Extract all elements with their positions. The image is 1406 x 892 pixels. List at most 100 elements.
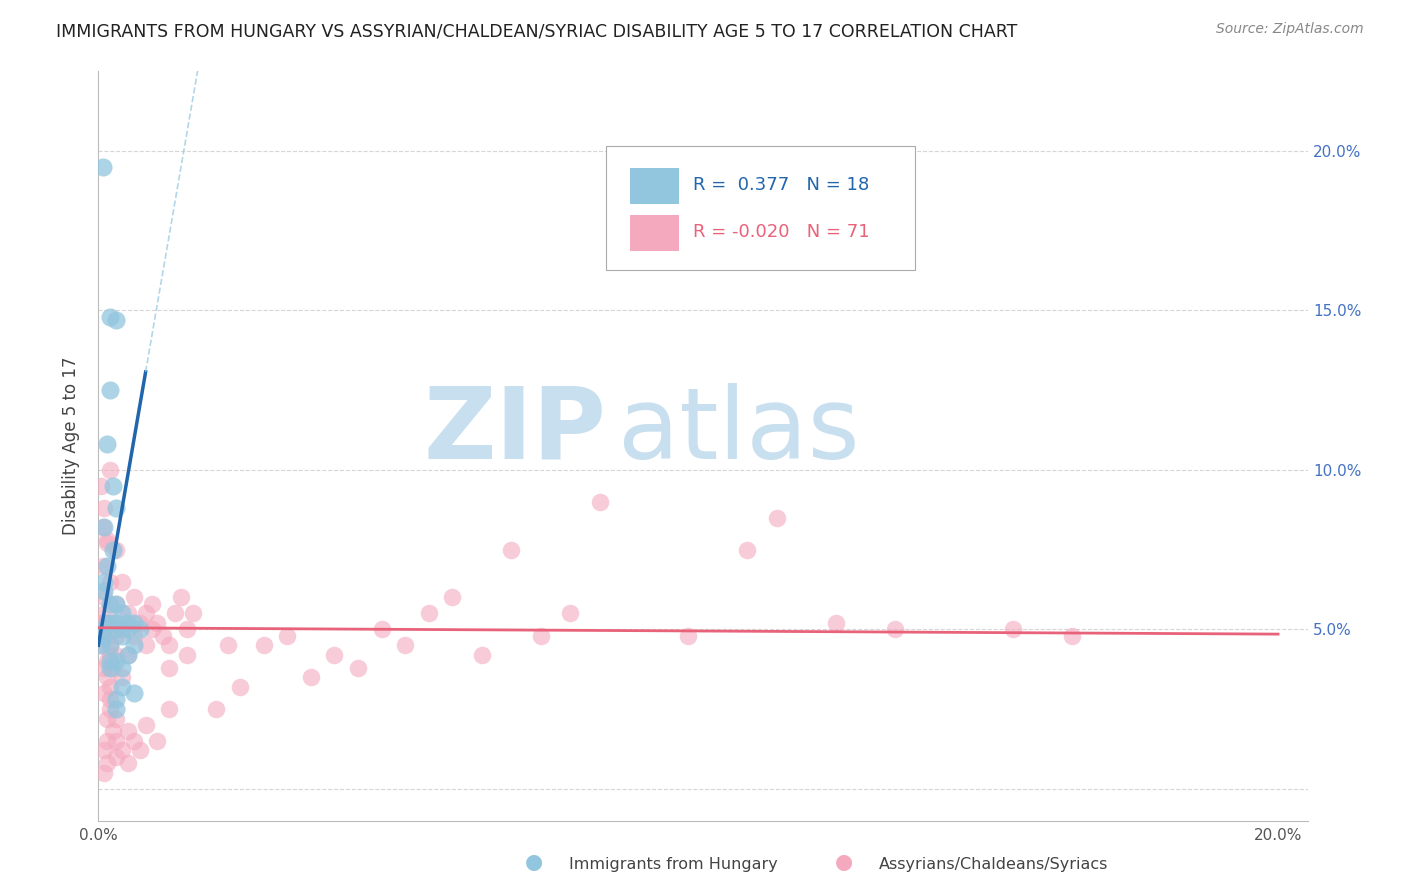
Point xyxy=(98,638,121,652)
Point xyxy=(111,670,134,684)
Point xyxy=(105,734,128,748)
Point xyxy=(765,510,787,524)
Point xyxy=(170,591,193,605)
Point xyxy=(98,574,121,589)
Point xyxy=(90,638,112,652)
Point xyxy=(501,542,523,557)
Point xyxy=(128,743,150,757)
Point xyxy=(146,734,169,748)
Point xyxy=(101,660,124,674)
Point xyxy=(98,383,121,397)
Point xyxy=(90,479,112,493)
Point xyxy=(141,623,163,637)
Point xyxy=(176,623,198,637)
Point xyxy=(96,654,118,668)
Point xyxy=(276,629,298,643)
Point xyxy=(181,607,204,621)
Point xyxy=(98,680,121,694)
Point xyxy=(560,607,582,621)
Point xyxy=(530,629,553,643)
Point xyxy=(93,743,115,757)
Point xyxy=(90,615,112,630)
Point xyxy=(105,692,128,706)
Point xyxy=(117,623,139,637)
Text: Immigrants from Hungary: Immigrants from Hungary xyxy=(569,857,778,872)
FancyBboxPatch shape xyxy=(630,168,679,204)
Point xyxy=(91,520,114,534)
Point xyxy=(122,686,145,700)
Point xyxy=(96,670,118,684)
Point xyxy=(93,501,115,516)
Point xyxy=(90,629,112,643)
Point xyxy=(98,654,121,668)
Point xyxy=(111,629,134,643)
Point xyxy=(105,623,128,637)
Point xyxy=(94,607,117,621)
Point xyxy=(152,629,174,643)
Point xyxy=(117,724,139,739)
Point xyxy=(98,623,121,637)
Point xyxy=(157,638,180,652)
Point xyxy=(111,607,134,621)
Point xyxy=(122,734,145,748)
Point xyxy=(217,638,239,652)
Point xyxy=(229,680,252,694)
Y-axis label: Disability Age 5 to 17: Disability Age 5 to 17 xyxy=(62,357,80,535)
Point xyxy=(96,615,118,630)
Point xyxy=(824,615,846,630)
Point xyxy=(93,660,115,674)
Point xyxy=(101,724,124,739)
Point xyxy=(146,615,169,630)
Point xyxy=(101,479,124,493)
Point xyxy=(122,615,145,630)
Point xyxy=(91,629,114,643)
Point xyxy=(93,591,115,605)
Point xyxy=(91,160,114,174)
Point xyxy=(735,542,758,557)
Point xyxy=(323,648,346,662)
Point xyxy=(96,756,118,771)
Point xyxy=(105,542,128,557)
Point xyxy=(122,638,145,652)
Point xyxy=(105,750,128,764)
Point xyxy=(157,660,180,674)
Point xyxy=(98,660,121,674)
Point xyxy=(98,692,121,706)
Point xyxy=(122,591,145,605)
Point xyxy=(135,718,157,732)
Point xyxy=(111,623,134,637)
Point xyxy=(347,660,370,674)
Point xyxy=(176,648,198,662)
Point xyxy=(370,623,392,637)
Text: ●: ● xyxy=(835,853,852,872)
Text: R =  0.377   N = 18: R = 0.377 N = 18 xyxy=(693,177,869,194)
FancyBboxPatch shape xyxy=(606,146,915,270)
Point xyxy=(93,520,115,534)
Text: ZIP: ZIP xyxy=(423,383,606,480)
Point xyxy=(883,623,905,637)
Point xyxy=(135,607,157,621)
Point xyxy=(128,623,150,637)
Point xyxy=(252,638,274,652)
Point xyxy=(117,615,139,630)
Point xyxy=(96,536,118,550)
Point xyxy=(165,607,187,621)
Point xyxy=(105,712,128,726)
Point xyxy=(90,638,112,652)
Point xyxy=(117,607,139,621)
Point xyxy=(105,629,128,643)
Point xyxy=(111,574,134,589)
Point xyxy=(96,558,118,573)
Text: Source: ZipAtlas.com: Source: ZipAtlas.com xyxy=(1216,22,1364,37)
Point xyxy=(98,638,121,652)
Point xyxy=(101,542,124,557)
Text: atlas: atlas xyxy=(619,383,860,480)
Point xyxy=(93,623,115,637)
Point xyxy=(471,648,494,662)
Text: ●: ● xyxy=(526,853,543,872)
Point xyxy=(105,702,128,716)
Point xyxy=(589,495,612,509)
Text: Assyrians/Chaldeans/Syriacs: Assyrians/Chaldeans/Syriacs xyxy=(879,857,1108,872)
Point xyxy=(93,615,115,630)
Point xyxy=(111,743,134,757)
